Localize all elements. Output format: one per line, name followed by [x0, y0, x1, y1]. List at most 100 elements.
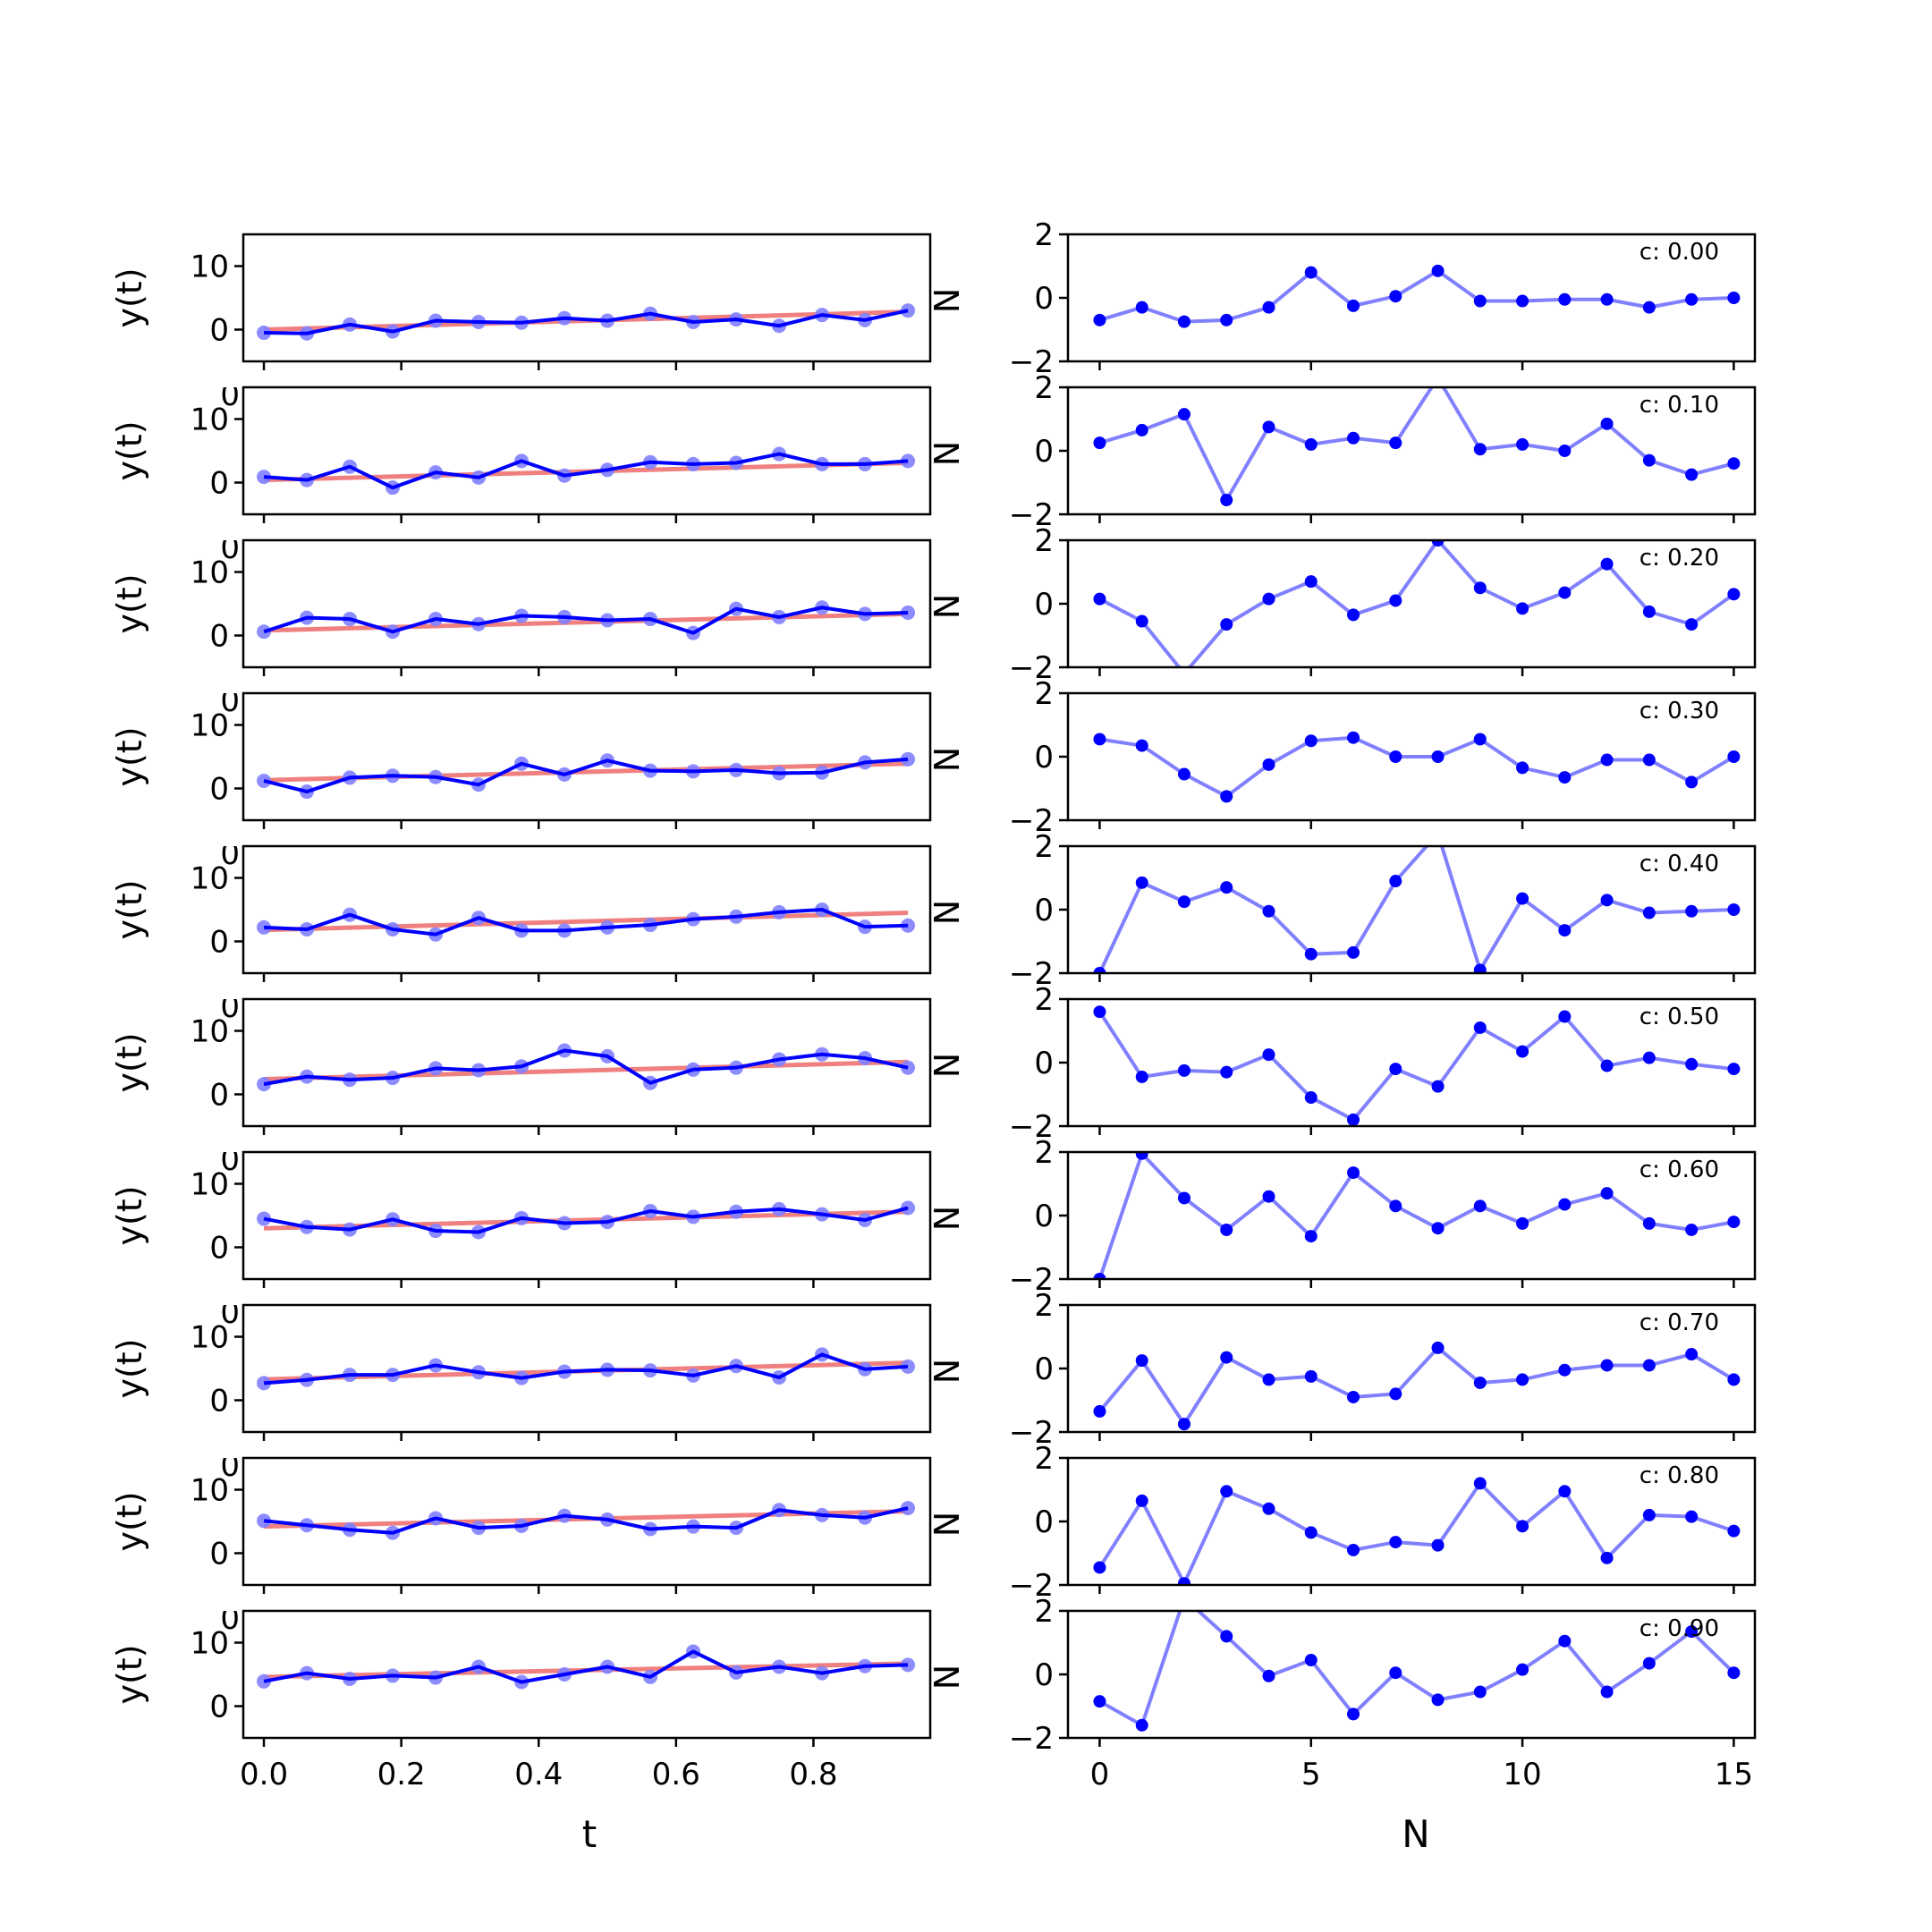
data-point [1516, 1045, 1530, 1058]
y-tick-label: −2 [1009, 1262, 1054, 1298]
data-point [1220, 494, 1233, 507]
y-axis-label: y(t) [110, 1491, 149, 1551]
data-point [1685, 1510, 1699, 1523]
data-point [1220, 881, 1233, 894]
overlapping-label-fragment: N [928, 441, 967, 466]
data-point [1093, 436, 1106, 450]
data-point [1685, 1223, 1699, 1236]
data-point [1135, 1354, 1148, 1368]
y-tick-label: −2 [1009, 1721, 1054, 1757]
series-line [1097, 1345, 1735, 1427]
series-line [1097, 1011, 1734, 1122]
data-point [1558, 771, 1572, 784]
data-point [1642, 605, 1656, 618]
data-point [1516, 1216, 1530, 1230]
y-tick-label: 10 [191, 555, 229, 591]
overlapping-label-fragment: N [928, 288, 967, 313]
y-axis-label: y(t) [110, 1185, 149, 1245]
right-subplot-8: −2 0 2 c: 0.80 [1009, 1441, 1757, 1604]
data-point [1727, 1524, 1741, 1538]
axes-frame [242, 1456, 932, 1587]
plot-area [1093, 387, 1741, 507]
overlapping-label-fragment: N [928, 594, 967, 619]
series-line [1098, 268, 1734, 324]
plot-area [257, 1200, 916, 1240]
data-point [1431, 750, 1445, 763]
data-point [1347, 731, 1360, 744]
data-point [1600, 1685, 1614, 1699]
data-point [1220, 1065, 1233, 1079]
data-point [1389, 290, 1402, 303]
data-point [1093, 1404, 1106, 1418]
data-point [1727, 588, 1741, 601]
panel-annotation: c: 0.70 [1640, 1309, 1719, 1336]
axes-frame [242, 233, 932, 363]
data-point [1389, 875, 1402, 888]
data-point [1473, 443, 1487, 456]
data-point [1093, 1561, 1106, 1574]
plot-area [1093, 1005, 1741, 1126]
data-point [1177, 1063, 1191, 1077]
data-point [1262, 301, 1275, 314]
data-point [1558, 1363, 1572, 1377]
y-tick-label: 0 [209, 1231, 229, 1267]
y-axis-label: y(t) [110, 267, 149, 327]
hidden-y-tick-fragment: 0 [220, 1601, 240, 1637]
plot-area [257, 303, 916, 341]
y-tick-label: 2 [1034, 1288, 1054, 1324]
series-line [263, 606, 909, 635]
plot-area [1093, 540, 1741, 667]
data-point [1347, 1113, 1360, 1126]
data-point [1642, 301, 1656, 314]
panel-annotation: c: 0.10 [1640, 392, 1719, 419]
data-point [1135, 876, 1148, 889]
data-point [1600, 417, 1614, 430]
data-point [1727, 1373, 1741, 1386]
plot-area [257, 446, 916, 496]
hidden-y-tick-fragment: 0 [220, 530, 240, 566]
overlapping-label-fragment: N [928, 900, 967, 925]
series-line [1097, 1481, 1735, 1585]
hidden-y-tick-fragment: 0 [220, 989, 240, 1025]
axes-frame [242, 997, 932, 1128]
data-point [1389, 1666, 1402, 1680]
overlapping-label-fragment: N [928, 1053, 967, 1078]
y-tick-label: 0 [209, 1690, 229, 1725]
data-point [1262, 1669, 1275, 1682]
panel-annotation: c: 0.30 [1640, 698, 1719, 724]
right-subplot-2: −2 0 2 c: 0.20 [1009, 523, 1757, 686]
plot-area [257, 1347, 916, 1391]
axes-frame [242, 844, 932, 975]
data-point [1516, 892, 1530, 905]
data-point [1135, 423, 1148, 436]
y-tick-label: 0 [209, 925, 229, 961]
data-point [1685, 292, 1699, 306]
panel-annotation: c: 0.80 [1640, 1462, 1719, 1489]
hidden-y-tick-fragment: 0 [220, 1142, 240, 1178]
data-point [1347, 1543, 1360, 1556]
data-point [1642, 1508, 1656, 1521]
y-tick-label: −2 [1009, 1415, 1054, 1451]
data-point [1516, 1373, 1530, 1386]
series-line [1098, 387, 1734, 503]
data-point [1685, 1348, 1699, 1361]
data-point [1558, 1010, 1572, 1023]
series-line [263, 1352, 909, 1385]
y-tick-label: 2 [1034, 370, 1054, 406]
right-subplot-0: −2 0 2 c: 0.00 [1009, 217, 1757, 380]
y-tick-label: 2 [1034, 217, 1054, 253]
y-tick-label: 0 [1034, 1046, 1054, 1081]
data-point [1389, 594, 1402, 607]
data-point [1135, 1494, 1148, 1507]
y-tick-label: 10 [191, 1626, 229, 1662]
data-point [1304, 437, 1318, 451]
y-tick-label: −2 [1009, 497, 1054, 533]
data-point [1473, 1199, 1487, 1213]
right-subplot-6: −2 0 2 c: 0.60 [1009, 1135, 1757, 1298]
overlapping-label-fragment: N [928, 1665, 967, 1690]
data-point [1727, 457, 1741, 470]
